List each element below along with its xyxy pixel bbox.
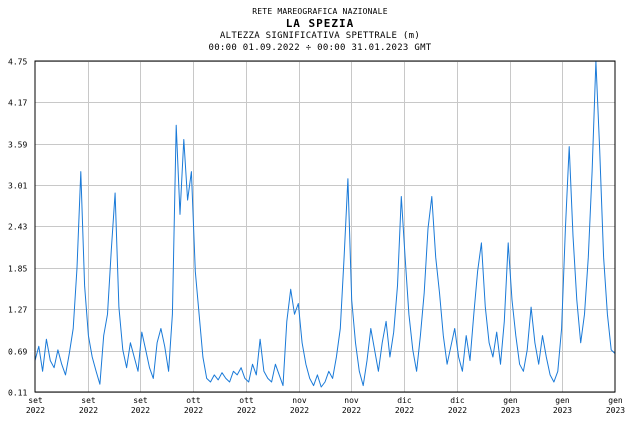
x-tick-month: dic	[397, 396, 412, 405]
x-tick-month: set	[81, 396, 96, 405]
x-tick-month: set	[28, 396, 43, 405]
x-tick-year: 2022	[342, 406, 361, 415]
x-tick-year: 2022	[79, 406, 98, 415]
period-label: 00:00 01.09.2022 ÷ 00:00 31.01.2023 GMT	[208, 43, 432, 53]
series-group	[34, 60, 616, 388]
x-tick-month: gen	[555, 396, 570, 405]
x-tick-month: dic	[450, 396, 465, 405]
x-tick-year: 2023	[501, 406, 520, 415]
station-name: LA SPEZIA	[285, 17, 355, 30]
x-tick-month: gen	[503, 396, 518, 405]
x-tick-year: 2022	[448, 406, 467, 415]
wave-height-series-line	[34, 60, 616, 388]
x-tick-month: set	[133, 396, 148, 405]
x-tick-month: ott	[239, 396, 254, 405]
x-tick-year: 2022	[395, 406, 414, 415]
quantity-label: ALTEZZA SIGNIFICATIVA SPETTRALE (m)	[219, 31, 421, 41]
y-tick-label: 3.01	[8, 182, 27, 191]
y-tick-label: 4.75	[8, 58, 27, 67]
x-tick-month: nov	[292, 396, 307, 405]
y-tick-label: 0.69	[8, 348, 27, 357]
x-tick-year: 2022	[237, 406, 256, 415]
plot-frame	[34, 60, 616, 393]
y-tick-label: 3.59	[8, 141, 27, 150]
x-tick-labels: set2022set2022set2022ott2022ott2022nov20…	[26, 396, 625, 415]
y-tick-label: 2.43	[8, 223, 27, 232]
chart-header: RETE MAREOGRAFICA NAZIONALE LA SPEZIA AL…	[0, 6, 640, 54]
x-tick-month: gen	[608, 396, 623, 405]
x-tick-year: 2023	[606, 406, 625, 415]
y-tick-label: 0.11	[8, 389, 27, 398]
y-tick-label: 1.85	[8, 265, 27, 274]
y-tick-label: 4.17	[8, 99, 27, 108]
network-name: RETE MAREOGRAFICA NAZIONALE	[252, 7, 388, 16]
x-tick-year: 2022	[26, 406, 45, 415]
x-tick-month: nov	[344, 396, 359, 405]
x-tick-year: 2023	[553, 406, 572, 415]
y-tick-labels: 0.11 0.69 1.27 1.85 2.43 3.01 3.59 4.17 4.75	[8, 58, 27, 398]
x-tick-year: 2022	[184, 406, 203, 415]
y-tick-label: 1.27	[8, 306, 27, 315]
x-tick-year: 2022	[290, 406, 309, 415]
x-tick-month: ott	[186, 396, 201, 405]
x-tick-year: 2022	[131, 406, 150, 415]
